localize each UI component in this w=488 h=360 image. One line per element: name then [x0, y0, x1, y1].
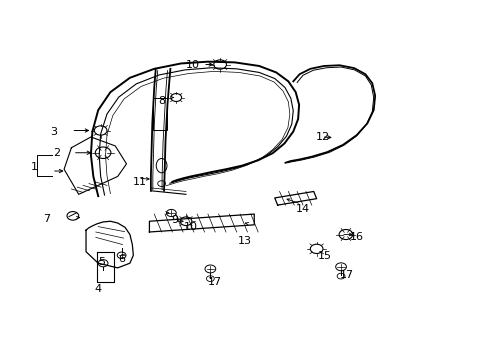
- Text: 10: 10: [183, 222, 198, 232]
- Text: 12: 12: [315, 132, 329, 142]
- Text: 17: 17: [339, 270, 353, 280]
- Bar: [153, 98, 166, 130]
- Text: 2: 2: [53, 148, 60, 158]
- Text: 5: 5: [99, 257, 105, 267]
- Text: 10: 10: [186, 60, 200, 70]
- Text: 15: 15: [317, 251, 331, 261]
- Text: 3: 3: [50, 127, 57, 136]
- Text: 4: 4: [95, 284, 102, 294]
- Text: 1: 1: [30, 162, 37, 172]
- Text: 16: 16: [349, 232, 363, 242]
- Text: 14: 14: [295, 204, 309, 215]
- Text: 7: 7: [43, 215, 50, 224]
- Text: 6: 6: [118, 254, 125, 264]
- Text: 17: 17: [208, 277, 222, 287]
- Text: 13: 13: [237, 236, 251, 246]
- Text: 11: 11: [132, 177, 146, 187]
- Text: 9: 9: [171, 215, 179, 225]
- Text: 8: 8: [158, 96, 165, 106]
